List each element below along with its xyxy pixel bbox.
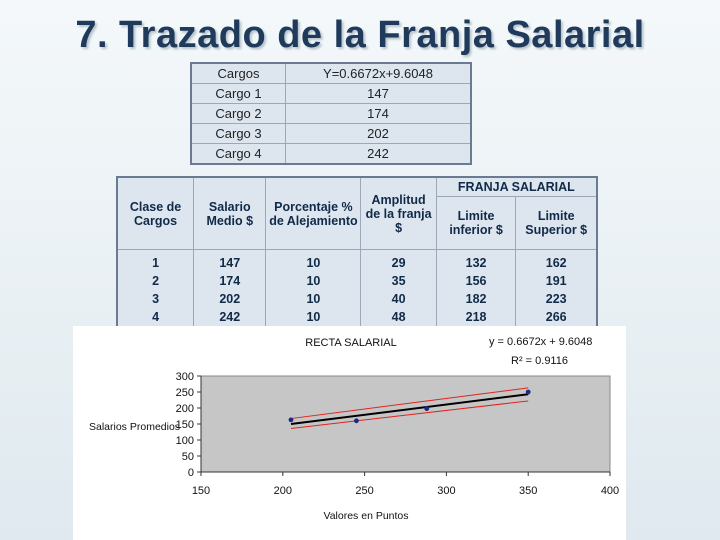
table-cell: 10	[265, 272, 362, 290]
table-cell: Cargo 3	[190, 123, 286, 144]
table-row: Cargo 1 147	[190, 83, 472, 104]
table-cell: 156	[435, 272, 517, 290]
x-tick-label: 200	[274, 485, 292, 497]
table-header-cell: Y=0.6672x+9.6048	[285, 62, 472, 84]
table-cell: 29	[360, 249, 437, 272]
x-tick-label: 400	[601, 485, 619, 497]
table-cell: 35	[360, 272, 437, 290]
confidence-bands	[290, 387, 529, 429]
table-row: Cargo 4 242	[190, 143, 472, 165]
table-cell: 40	[360, 290, 437, 308]
chart-title: RECTA SALARIAL	[305, 337, 397, 349]
header-franja-salarial: FRANJA SALARIAL	[435, 176, 598, 197]
y-tick-label: 250	[176, 387, 194, 399]
table-cell: 182	[435, 290, 517, 308]
table-cell: 147	[285, 83, 472, 104]
data-point	[525, 389, 531, 395]
salary-band-table: Clase de Cargos Salario Medio $ Porcenta…	[116, 176, 598, 330]
data-point	[288, 417, 294, 423]
table-header-row: Clase de Cargos Salario Medio $ Porcenta…	[116, 176, 598, 250]
y-tick-label: 200	[176, 403, 194, 415]
header-salario: Salario Medio $	[193, 176, 267, 250]
table-cell: 202	[193, 290, 267, 308]
trendline	[290, 393, 529, 425]
table-row: 4 242 10 48 218 266	[116, 308, 598, 330]
table-cell: 223	[515, 290, 598, 308]
table-row: 2 174 10 35 156 191	[116, 272, 598, 290]
plot-area	[200, 375, 611, 473]
table-row: Cargo 2 174	[190, 103, 472, 124]
chart-svg: 0 50 100 150 200 250 300 150 200 250 300 350 400 RE…	[89, 336, 619, 522]
lower-band-line	[290, 400, 529, 429]
x-tick-label: 300	[437, 485, 455, 497]
table-row: 3 202 10 40 182 223	[116, 290, 598, 308]
upper-band-line	[290, 387, 529, 420]
table-cell: 3	[116, 290, 195, 308]
x-tick-label: 250	[355, 485, 373, 497]
table-cell: 147	[193, 249, 267, 272]
y-axis-label: Salarios Promedios	[89, 421, 180, 433]
header-limite-superior: Limite Superior $	[515, 196, 598, 250]
table-cell: 10	[265, 249, 362, 272]
y-tick-label: 300	[176, 371, 194, 383]
trendline-group	[290, 393, 529, 425]
table-cell: 10	[265, 290, 362, 308]
x-axis-label: Valores en Puntos	[323, 510, 408, 522]
table-header-row: Limite inferior $ Limite Superior $	[117, 196, 598, 250]
x-tick-label: 350	[519, 485, 537, 497]
table-cell: 1	[116, 249, 195, 272]
table-cell: 202	[285, 123, 472, 144]
table-cell: 2	[116, 272, 195, 290]
table-cell: Cargo 4	[190, 143, 286, 165]
table-cell: 132	[435, 249, 517, 272]
table-cell: 242	[285, 143, 472, 165]
table-header-row: Cargos Y=0.6672x+9.6048	[190, 62, 472, 84]
y-axis: 0 50 100 150 200 250 300	[176, 371, 202, 479]
y-tick-label: 0	[188, 467, 194, 479]
table-cell: Cargo 2	[190, 103, 286, 124]
table-cell: 162	[515, 249, 598, 272]
y-tick-label: 150	[176, 419, 194, 431]
table-cell: 174	[285, 103, 472, 124]
header-amplitud: Amplitud de la franja $	[360, 176, 437, 250]
x-axis: 150 200 250 300 350 400	[192, 471, 619, 497]
table-cell: Cargo 1	[190, 83, 286, 104]
y-tick-label: 100	[176, 435, 194, 447]
table-row: 1 147 10 29 132 162	[116, 249, 598, 272]
regression-values-table: Cargos Y=0.6672x+9.6048 Cargo 1 147 Carg…	[190, 62, 472, 165]
trendline-equation: y = 0.6672x + 9.6048	[489, 336, 592, 348]
y-tick-label: 50	[182, 451, 194, 463]
salary-line-chart: 0 50 100 150 200 250 300 150 200 250 300 350 400 RE…	[73, 326, 626, 540]
header-porcentaje: Porcentaje % de Alejamiento	[265, 176, 362, 250]
table-header-cell: Cargos	[190, 62, 286, 84]
data-point	[424, 406, 430, 412]
table-cell: 174	[193, 272, 267, 290]
data-point	[354, 418, 359, 424]
slide-title: 7. Trazado de la Franja Salarial	[75, 14, 645, 56]
data-points	[288, 389, 531, 424]
r-squared-label: R² = 0.9116	[511, 355, 568, 367]
table-row: Cargo 3 202	[190, 123, 472, 144]
header-clase: Clase de Cargos	[116, 176, 195, 250]
table-cell: 191	[515, 272, 598, 290]
x-tick-label: 150	[192, 485, 210, 497]
header-limite-inferior: Limite inferior $	[435, 196, 517, 250]
